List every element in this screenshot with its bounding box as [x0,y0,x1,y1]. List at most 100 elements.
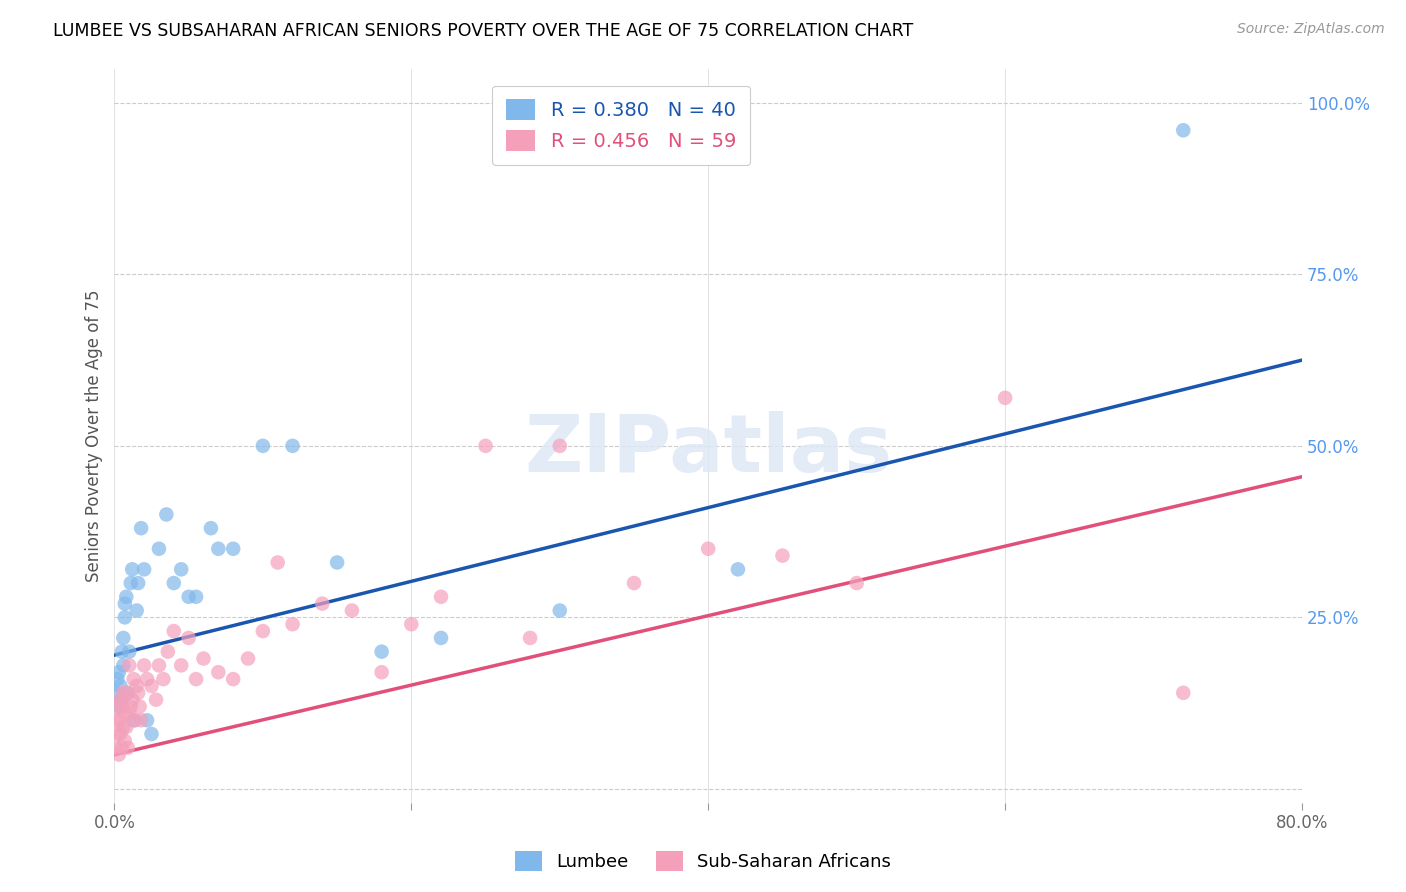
Point [112,658,135,673]
Point [110,679,132,693]
Point [207,665,229,680]
Point [105,699,128,714]
Point [122,713,145,727]
Legend: Lumbee, Sub-Saharan Africans: Lumbee, Sub-Saharan Africans [508,844,898,879]
Point [115,590,138,604]
Point [184,590,207,604]
Point [177,631,200,645]
Point [104,740,127,755]
Point [114,610,136,624]
Point [121,692,143,706]
Point [115,686,138,700]
Point [170,562,193,576]
Point [141,727,163,741]
Point [111,699,134,714]
Point [430,590,453,604]
Point [132,562,155,576]
Point [122,672,145,686]
Point [519,631,541,645]
Point [148,541,170,556]
Point [112,631,135,645]
Point [114,597,136,611]
Point [163,576,186,591]
Point [281,617,304,632]
Point [118,706,141,721]
Point [125,679,148,693]
Point [236,651,259,665]
Point [267,556,290,570]
Point [111,645,134,659]
Point [163,624,186,638]
Point [124,713,146,727]
Point [170,658,193,673]
Text: ZIPatlas: ZIPatlas [524,411,893,489]
Point [311,597,333,611]
Point [108,665,131,680]
Point [401,617,423,632]
Point [112,686,135,700]
Point [145,692,167,706]
Point [1173,686,1195,700]
Point [127,686,149,700]
Point [994,391,1017,405]
Point [222,672,245,686]
Point [148,658,170,673]
Point [340,603,363,617]
Point [129,713,152,727]
Point [110,727,132,741]
Point [207,541,229,556]
Point [222,541,245,556]
Point [108,713,131,727]
Point [141,679,163,693]
Point [115,720,138,734]
Point [772,549,794,563]
Point [111,692,134,706]
Point [110,692,132,706]
Point [156,645,179,659]
Y-axis label: Seniors Poverty Over the Age of 75: Seniors Poverty Over the Age of 75 [86,289,103,582]
Point [127,576,149,591]
Point [129,521,152,535]
Point [111,740,134,755]
Point [1173,123,1195,137]
Point [114,734,136,748]
Point [727,562,749,576]
Point [152,672,174,686]
Point [114,706,136,721]
Point [112,720,135,734]
Point [430,631,453,645]
Legend: R = 0.380   N = 40, R = 0.456   N = 59: R = 0.380 N = 40, R = 0.456 N = 59 [492,86,749,165]
Point [118,658,141,673]
Point [136,713,159,727]
Point [193,651,215,665]
Point [370,645,392,659]
Point [548,439,571,453]
Point [697,541,720,556]
Point [548,603,571,617]
Point [252,439,274,453]
Point [120,576,142,591]
Point [125,603,148,617]
Point [200,521,222,535]
Point [136,672,159,686]
Text: LUMBEE VS SUBSAHARAN AFRICAN SENIORS POVERTY OVER THE AGE OF 75 CORRELATION CHAR: LUMBEE VS SUBSAHARAN AFRICAN SENIORS POV… [53,22,914,40]
Point [155,508,177,522]
Point [104,713,127,727]
Point [128,699,150,714]
Point [623,576,645,591]
Point [108,699,131,714]
Point [104,686,127,700]
Point [845,576,868,591]
Point [121,562,143,576]
Point [105,672,128,686]
Point [370,665,392,680]
Point [118,645,141,659]
Point [132,658,155,673]
Point [120,699,142,714]
Point [474,439,496,453]
Point [177,590,200,604]
Point [184,672,207,686]
Point [117,740,139,755]
Text: Source: ZipAtlas.com: Source: ZipAtlas.com [1237,22,1385,37]
Point [105,727,128,741]
